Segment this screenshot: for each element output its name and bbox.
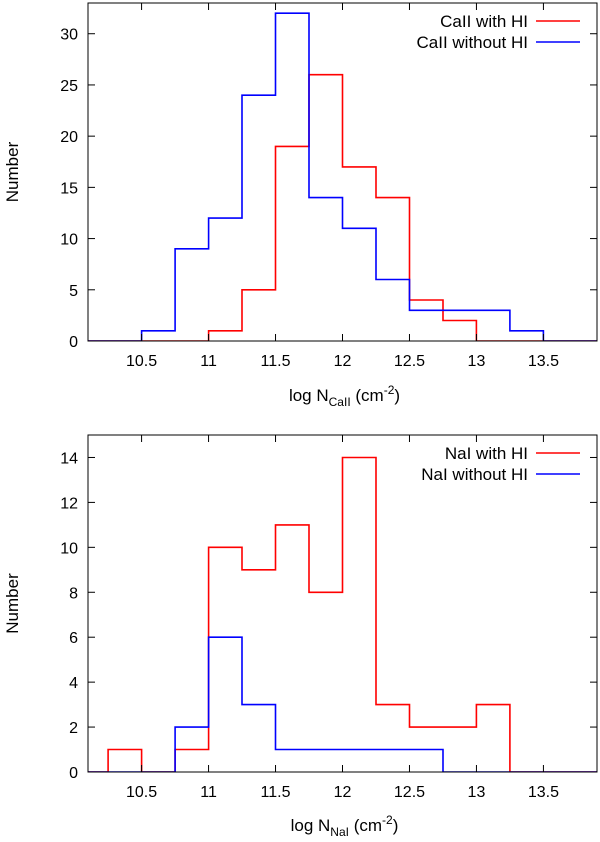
x-tick-label: 12.5	[394, 353, 425, 370]
x-tick-label: 10.5	[126, 353, 157, 370]
x-tick-label: 12.5	[394, 784, 425, 801]
y-tick-label: 20	[60, 129, 78, 146]
x-axis-label-sup: -2	[382, 813, 393, 827]
y-tick-label: 6	[69, 630, 78, 647]
legend-label: CaII without HI	[417, 33, 529, 52]
y-tick-label: 0	[69, 334, 78, 351]
series-line-2	[88, 12, 597, 341]
y-tick-label: 2	[69, 720, 78, 737]
y-tick-label: 14	[60, 450, 78, 467]
series-line-1	[88, 73, 597, 341]
y-tick-label: 0	[69, 765, 78, 782]
y-axis-label: Number	[3, 141, 22, 202]
y-tick-label: 4	[69, 675, 78, 692]
x-axis-label: log NCaII (cm-2)	[289, 383, 400, 409]
x-tick-label: 13.5	[528, 353, 559, 370]
x-axis-label-prefix: log N	[291, 816, 331, 835]
x-tick-label: 13.5	[528, 784, 559, 801]
x-axis-label-suffix: )	[394, 386, 400, 405]
x-axis-label-sub: NaI	[330, 825, 349, 839]
x-tick-label: 11	[200, 784, 217, 801]
x-tick-label: 13	[468, 784, 486, 801]
legend: CaII with HI CaII without HI	[417, 12, 580, 52]
legend-label: NaI with HI	[445, 444, 528, 463]
y-tick-label: 12	[60, 495, 78, 512]
x-axis-label-prefix: log N	[289, 386, 329, 405]
x-tick-label: 11.5	[261, 353, 291, 370]
x-axis-label: log NNaI (cm-2)	[291, 813, 399, 839]
series-line-2	[88, 636, 597, 772]
series-line-1	[88, 456, 597, 772]
x-tick-label: 12	[334, 784, 352, 801]
x-tick-label: 12	[334, 353, 352, 370]
plot-frame	[87, 2, 598, 342]
x-axis-label-mid: (cm	[349, 816, 382, 835]
x-tick-label: 10.5	[126, 784, 157, 801]
legend-label: NaI without HI	[421, 465, 528, 484]
y-tick-label: 15	[60, 180, 78, 197]
y-tick-label: 8	[69, 585, 78, 602]
legend: NaI with HI NaI without HI	[421, 444, 580, 484]
x-tick-label: 11.5	[261, 784, 291, 801]
legend-label: CaII with HI	[440, 12, 528, 31]
x-axis-label-suffix: )	[393, 816, 399, 835]
y-tick-label: 10	[60, 232, 78, 249]
y-axis-label: Number	[3, 573, 22, 634]
x-axis-label-sup: -2	[384, 383, 395, 397]
x-axis-label-sub: CaII	[329, 395, 351, 409]
y-tick-label: 30	[60, 27, 78, 44]
y-tick-label: 25	[60, 78, 78, 95]
y-tick-label: 5	[69, 283, 78, 300]
x-tick-label: 13	[468, 353, 486, 370]
x-tick-label: 11	[200, 353, 217, 370]
y-tick-label: 10	[60, 540, 78, 557]
x-axis-label-mid: (cm	[351, 386, 384, 405]
